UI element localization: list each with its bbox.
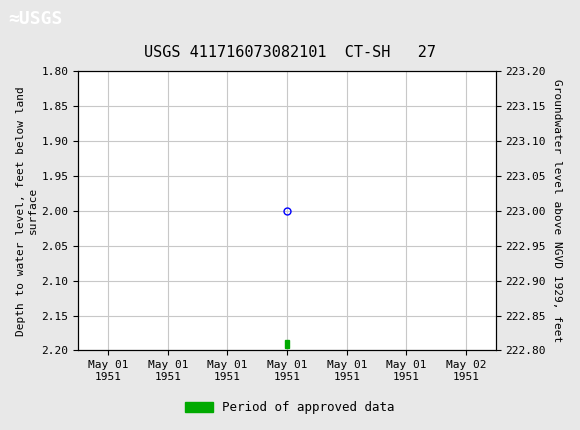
Y-axis label: Groundwater level above NGVD 1929, feet: Groundwater level above NGVD 1929, feet (552, 79, 561, 342)
Bar (285, 340, 289, 348)
Text: ≈USGS: ≈USGS (9, 10, 63, 28)
Y-axis label: Depth to water level, feet below land
surface: Depth to water level, feet below land su… (16, 86, 38, 335)
Legend: Period of approved data: Period of approved data (180, 396, 400, 419)
Text: USGS 411716073082101  CT-SH   27: USGS 411716073082101 CT-SH 27 (144, 45, 436, 60)
